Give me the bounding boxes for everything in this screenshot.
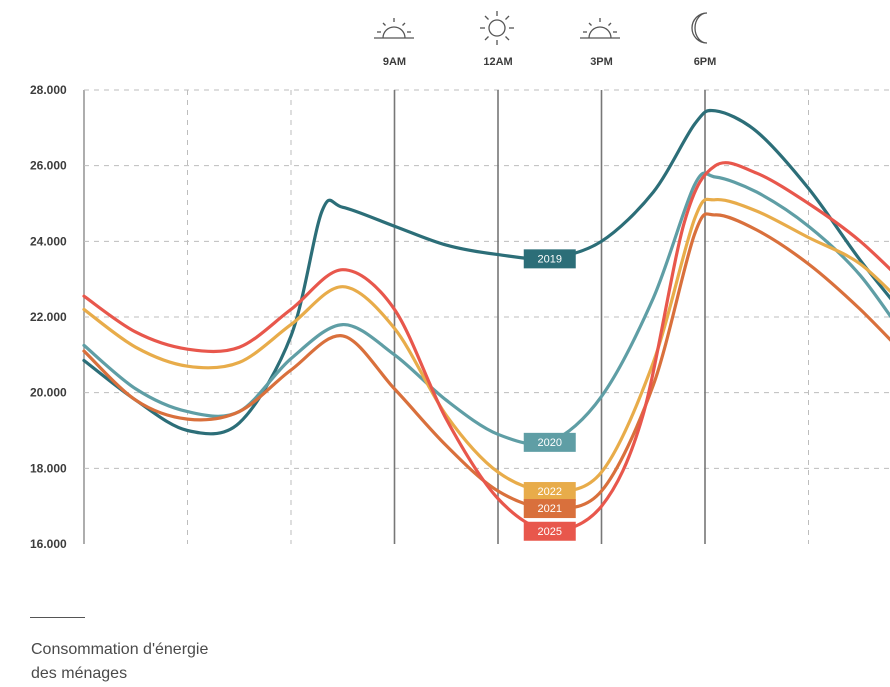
- caption-line-2: des ménages: [31, 665, 128, 682]
- moon-icon: [691, 12, 708, 44]
- chart-caption: Consommation d'énergie des ménages: [31, 638, 271, 686]
- y-tick-label: 20.000: [30, 386, 67, 400]
- series-line-2022: [82, 197, 890, 493]
- sunset-icon: [580, 18, 620, 39]
- y-tick-label: 24.000: [30, 234, 67, 248]
- series-label-2025: 2025: [538, 526, 562, 538]
- series-label-box-2022: [523, 482, 576, 502]
- sun-icon: [480, 11, 514, 45]
- series-label-2021: 2021: [538, 503, 562, 515]
- y-tick-label: 16.000: [30, 537, 67, 551]
- y-tick-label: 26.000: [30, 159, 67, 173]
- series-label-box-2021: [523, 499, 576, 519]
- series-line-2020: [82, 171, 890, 446]
- time-marker-lines: [393, 90, 706, 544]
- series-label-box-2020: [523, 432, 576, 452]
- y-tick-label: 28.000: [30, 83, 67, 97]
- time-label: 6PM: [694, 56, 717, 68]
- series-label-2020: 2020: [538, 437, 562, 449]
- time-label: 12AM: [483, 56, 512, 68]
- horizontal-gridlines: [84, 89, 890, 469]
- time-label: 9AM: [383, 56, 406, 68]
- caption-rule: [30, 617, 85, 618]
- series-label-box-2025: [523, 521, 576, 541]
- series-labels: 2019 2020 2022 2021 2025: [523, 249, 576, 541]
- time-label: 3PM: [590, 56, 613, 68]
- time-icons: [374, 11, 708, 45]
- series-label-box-2019: [523, 249, 576, 269]
- y-tick-label: 22.000: [30, 310, 67, 324]
- caption-line-1: Consommation d'énergie: [31, 641, 209, 658]
- series-label-2019: 2019: [538, 253, 562, 265]
- y-tick-label: 18.000: [30, 461, 67, 475]
- sunrise-icon: [374, 18, 414, 39]
- series-label-2022: 2022: [538, 486, 562, 498]
- series-line-2019: [82, 108, 890, 436]
- y-axis-ticks: 28.000 26.000 24.000 22.000 20.000 18.000 16.0…: [30, 83, 67, 551]
- time-labels: 9AM 12AM 3PM 6PM: [383, 56, 716, 68]
- line-chart: 28.000 26.000 24.000 22.000 20.000 18.000 16.0…: [30, 11, 890, 551]
